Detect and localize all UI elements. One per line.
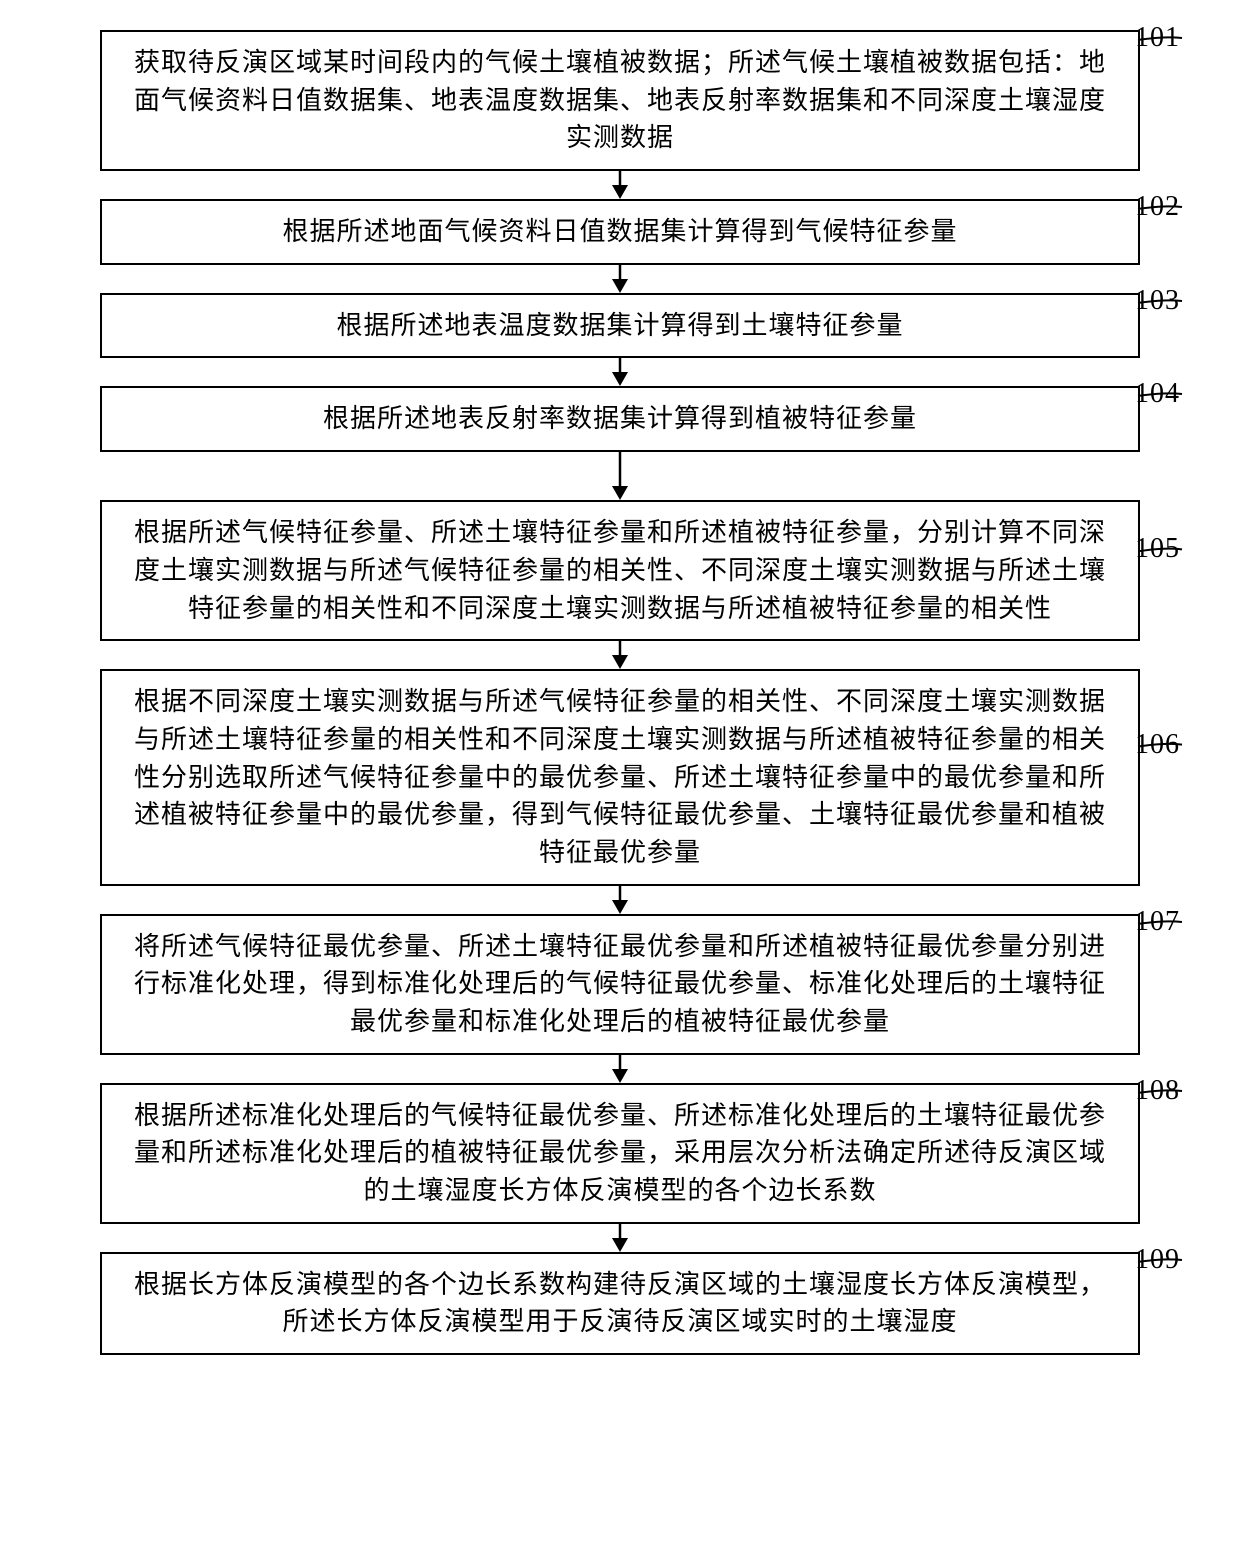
flowchart-step-label: 104 [1135, 378, 1180, 410]
arrow-down-icon [608, 1224, 632, 1252]
arrow-down-icon [608, 358, 632, 386]
arrow-down-icon [608, 886, 632, 914]
flowchart-step-row: 获取待反演区域某时间段内的气候土壤植被数据；所述气候土壤植被数据包括：地面气候资… [40, 30, 1200, 171]
flowchart-arrow [608, 265, 632, 293]
flowchart-step-label: 105 [1135, 533, 1180, 565]
flowchart-arrow [608, 1224, 632, 1252]
flowchart-step-box: 根据所述地表反射率数据集计算得到植被特征参量 [100, 386, 1140, 452]
flowchart-step-box: 根据不同深度土壤实测数据与所述气候特征参量的相关性、不同深度土壤实测数据与所述土… [100, 669, 1140, 885]
flowchart-step-label: 109 [1135, 1244, 1180, 1276]
flowchart-step-row: 根据不同深度土壤实测数据与所述气候特征参量的相关性、不同深度土壤实测数据与所述土… [40, 669, 1200, 885]
flowchart-container: 获取待反演区域某时间段内的气候土壤植被数据；所述气候土壤植被数据包括：地面气候资… [40, 30, 1200, 1355]
flowchart-step-box: 根据所述标准化处理后的气候特征最优参量、所述标准化处理后的土壤特征最优参量和所述… [100, 1083, 1140, 1224]
flowchart-step-row: 根据所述地面气候资料日值数据集计算得到气候特征参量 102 [40, 199, 1200, 265]
flowchart-step-box: 根据所述气候特征参量、所述土壤特征参量和所述植被特征参量，分别计算不同深度土壤实… [100, 500, 1140, 641]
flowchart-step-row: 根据所述标准化处理后的气候特征最优参量、所述标准化处理后的土壤特征最优参量和所述… [40, 1083, 1200, 1224]
flowchart-step-row: 根据所述地表温度数据集计算得到土壤特征参量 103 [40, 293, 1200, 359]
flowchart-step-box: 将所述气候特征最优参量、所述土壤特征最优参量和所述植被特征最优参量分别进行标准化… [100, 914, 1140, 1055]
label-connector-icon [1136, 502, 1194, 643]
flowchart-arrow [608, 452, 632, 500]
flowchart-arrow [608, 1055, 632, 1083]
flowchart-arrow [608, 641, 632, 669]
flowchart-step-box: 获取待反演区域某时间段内的气候土壤植被数据；所述气候土壤植被数据包括：地面气候资… [100, 30, 1140, 171]
flowchart-step-box: 根据长方体反演模型的各个边长系数构建待反演区域的土壤湿度长方体反演模型，所述长方… [100, 1252, 1140, 1355]
flowchart-step-box: 根据所述地表温度数据集计算得到土壤特征参量 [100, 293, 1140, 359]
flowchart-arrow [608, 886, 632, 914]
flowchart-step-row: 根据长方体反演模型的各个边长系数构建待反演区域的土壤湿度长方体反演模型，所述长方… [40, 1252, 1200, 1355]
flowchart-step-label: 108 [1135, 1075, 1180, 1107]
flowchart-arrow [608, 171, 632, 199]
arrow-down-icon [608, 641, 632, 669]
flowchart-step-row: 根据所述地表反射率数据集计算得到植被特征参量 104 [40, 386, 1200, 452]
flowchart-step-row: 将所述气候特征最优参量、所述土壤特征最优参量和所述植被特征最优参量分别进行标准化… [40, 914, 1200, 1055]
flowchart-step-row: 根据所述气候特征参量、所述土壤特征参量和所述植被特征参量，分别计算不同深度土壤实… [40, 500, 1200, 641]
arrow-down-icon [608, 265, 632, 293]
flowchart-step-label: 107 [1135, 906, 1180, 938]
flowchart-step-label: 101 [1135, 22, 1180, 54]
flowchart-step-label: 103 [1135, 285, 1180, 317]
arrow-down-icon [608, 1055, 632, 1083]
flowchart-step-box: 根据所述地面气候资料日值数据集计算得到气候特征参量 [100, 199, 1140, 265]
arrow-down-icon [608, 452, 632, 500]
flowchart-step-label: 106 [1135, 729, 1180, 761]
flowchart-arrow [608, 358, 632, 386]
label-connector-icon [1136, 671, 1194, 887]
arrow-down-icon [608, 171, 632, 199]
flowchart-step-label: 102 [1135, 191, 1180, 223]
